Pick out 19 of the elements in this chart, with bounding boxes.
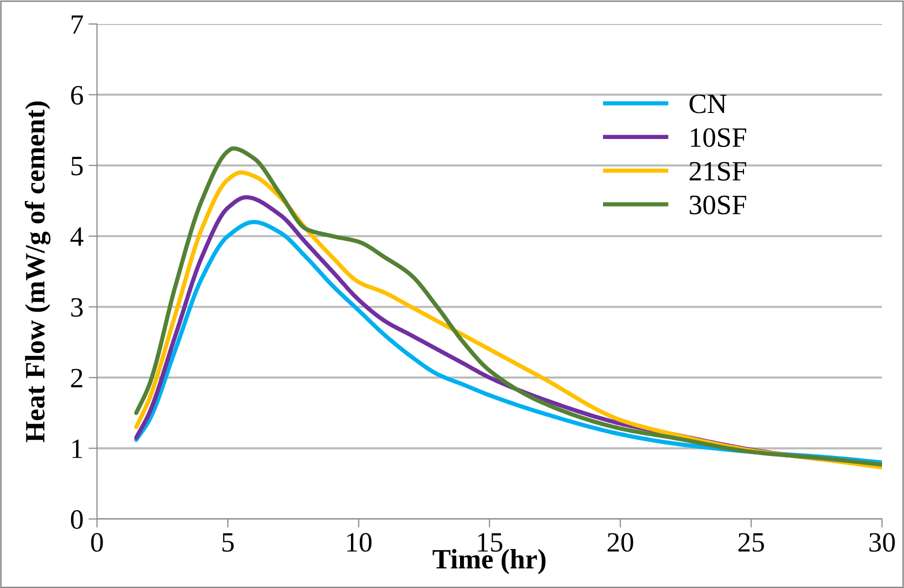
y-axis-title: Heat Flow (mW/g of cement): [24, 101, 50, 442]
legend-label: 21SF: [690, 162, 746, 181]
y-tick-label: 0: [70, 510, 83, 529]
x-tick-label: 10: [347, 532, 372, 552]
x-tick-label: 30: [869, 532, 895, 552]
x-tick-label: 20: [608, 532, 634, 552]
y-tick-label: 1: [72, 440, 82, 458]
x-tick-label: 25: [738, 533, 764, 552]
x-tick-label: 0: [91, 532, 103, 552]
y-tick-label: 3: [71, 298, 83, 317]
legend-label: CN: [690, 94, 726, 114]
y-tick-label: 6: [71, 86, 83, 105]
y-tick-label: 7: [72, 15, 84, 34]
legend-label: 30SF: [690, 196, 746, 214]
y-tick-label: 4: [70, 227, 84, 246]
y-tick-label: 5: [72, 156, 83, 176]
x-tick-label: 5: [222, 533, 234, 552]
y-tick-label: 2: [71, 368, 82, 388]
legend-label: 10SF: [690, 128, 746, 147]
